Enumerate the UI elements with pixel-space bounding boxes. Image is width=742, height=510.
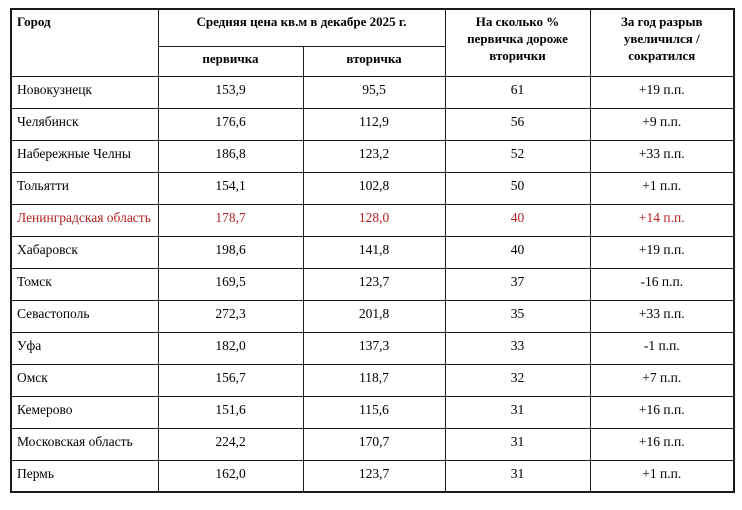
- table-body: Новокузнецк 153,9 95,5 61 +19 п.п. Челябинск 1…: [10, 75, 735, 493]
- city-cell: Кемерово: [10, 395, 159, 429]
- city-cell: Омск: [10, 363, 159, 397]
- pct-diff-cell: 52: [444, 139, 591, 173]
- secondary-price-cell: 95,5: [302, 75, 446, 109]
- city-cell: Тольятти: [10, 171, 159, 205]
- secondary-price-cell: 118,7: [302, 363, 446, 397]
- table-row: Уфа 182,0 137,3 33 -1 п.п.: [10, 331, 735, 365]
- year-gap-cell: +9 п.п.: [589, 107, 735, 141]
- year-gap-cell: -16 п.п.: [589, 267, 735, 301]
- secondary-price-cell: 102,8: [302, 171, 446, 205]
- year-gap-cell: +16 п.п.: [589, 427, 735, 461]
- primary-price-cell: 178,7: [157, 203, 304, 237]
- table-row: Пермь 162,0 123,7 31 +1 п.п.: [10, 459, 735, 493]
- pct-diff-cell: 31: [444, 395, 591, 429]
- year-gap-cell: +19 п.п.: [589, 235, 735, 269]
- primary-price-cell: 176,6: [157, 107, 304, 141]
- year-gap-cell: +33 п.п.: [589, 299, 735, 333]
- header-pct-diff: На сколько % первичка дороже вторички: [444, 8, 591, 77]
- table-row: Тольятти 154,1 102,8 50 +1 п.п.: [10, 171, 735, 205]
- city-cell: Уфа: [10, 331, 159, 365]
- city-cell: Московская область: [10, 427, 159, 461]
- secondary-price-cell: 137,3: [302, 331, 446, 365]
- table-row: Кемерово 151,6 115,6 31 +16 п.п.: [10, 395, 735, 429]
- year-gap-cell: +14 п.п.: [589, 203, 735, 237]
- pct-diff-cell: 37: [444, 267, 591, 301]
- header-secondary: вторичка: [302, 45, 446, 77]
- city-cell: Новокузнецк: [10, 75, 159, 109]
- header-primary: первичка: [157, 45, 304, 77]
- primary-price-cell: 156,7: [157, 363, 304, 397]
- pct-diff-cell: 50: [444, 171, 591, 205]
- year-gap-cell: +1 п.п.: [589, 171, 735, 205]
- year-gap-cell: +1 п.п.: [589, 459, 735, 493]
- primary-price-cell: 272,3: [157, 299, 304, 333]
- year-gap-cell: +19 п.п.: [589, 75, 735, 109]
- pct-diff-cell: 40: [444, 203, 591, 237]
- table-row: Новокузнецк 153,9 95,5 61 +19 п.п.: [10, 75, 735, 109]
- primary-price-cell: 198,6: [157, 235, 304, 269]
- pct-diff-cell: 33: [444, 331, 591, 365]
- header-price-group: Средняя цена кв.м в декабре 2025 г.: [157, 8, 446, 47]
- city-cell: Челябинск: [10, 107, 159, 141]
- year-gap-cell: +16 п.п.: [589, 395, 735, 429]
- pct-diff-cell: 40: [444, 235, 591, 269]
- city-cell: Хабаровск: [10, 235, 159, 269]
- secondary-price-cell: 123,7: [302, 267, 446, 301]
- primary-price-cell: 151,6: [157, 395, 304, 429]
- header-year-gap: За год разрыв увеличился / сократился: [589, 8, 735, 77]
- table-row: Набережные Челны 186,8 123,2 52 +33 п.п.: [10, 139, 735, 173]
- pct-diff-cell: 31: [444, 459, 591, 493]
- pct-diff-cell: 61: [444, 75, 591, 109]
- primary-price-cell: 154,1: [157, 171, 304, 205]
- city-cell: Пермь: [10, 459, 159, 493]
- secondary-price-cell: 112,9: [302, 107, 446, 141]
- year-gap-cell: +33 п.п.: [589, 139, 735, 173]
- pct-diff-cell: 31: [444, 427, 591, 461]
- secondary-price-cell: 201,8: [302, 299, 446, 333]
- secondary-price-cell: 123,2: [302, 139, 446, 173]
- secondary-price-cell: 123,7: [302, 459, 446, 493]
- pct-diff-cell: 56: [444, 107, 591, 141]
- city-cell: Набережные Челны: [10, 139, 159, 173]
- secondary-price-cell: 115,6: [302, 395, 446, 429]
- table-row: Омск 156,7 118,7 32 +7 п.п.: [10, 363, 735, 397]
- table-row: Челябинск 176,6 112,9 56 +9 п.п.: [10, 107, 735, 141]
- table-row: Хабаровск 198,6 141,8 40 +19 п.п.: [10, 235, 735, 269]
- header-city: Город: [10, 8, 159, 77]
- table-row: Севастополь 272,3 201,8 35 +33 п.п.: [10, 299, 735, 333]
- primary-price-cell: 153,9: [157, 75, 304, 109]
- primary-price-cell: 182,0: [157, 331, 304, 365]
- secondary-price-cell: 170,7: [302, 427, 446, 461]
- pct-diff-cell: 32: [444, 363, 591, 397]
- primary-price-cell: 186,8: [157, 139, 304, 173]
- city-cell: Томск: [10, 267, 159, 301]
- primary-price-cell: 169,5: [157, 267, 304, 301]
- pct-diff-cell: 35: [444, 299, 591, 333]
- city-cell: Ленинградская область: [10, 203, 159, 237]
- primary-price-cell: 162,0: [157, 459, 304, 493]
- table-row: Московская область 224,2 170,7 31 +16 п.п.: [10, 427, 735, 461]
- city-cell: Севастополь: [10, 299, 159, 333]
- price-comparison-table: Город Средняя цена кв.м в декабре 2025 г…: [10, 8, 736, 493]
- primary-price-cell: 224,2: [157, 427, 304, 461]
- year-gap-cell: -1 п.п.: [589, 331, 735, 365]
- table-row: Ленинградская область 178,7 128,0 40 +14 п.п…: [10, 203, 735, 237]
- secondary-price-cell: 128,0: [302, 203, 446, 237]
- year-gap-cell: +7 п.п.: [589, 363, 735, 397]
- secondary-price-cell: 141,8: [302, 235, 446, 269]
- table-header: Город Средняя цена кв.м в декабре 2025 г…: [10, 8, 735, 77]
- table-row: Томск 169,5 123,7 37 -16 п.п.: [10, 267, 735, 301]
